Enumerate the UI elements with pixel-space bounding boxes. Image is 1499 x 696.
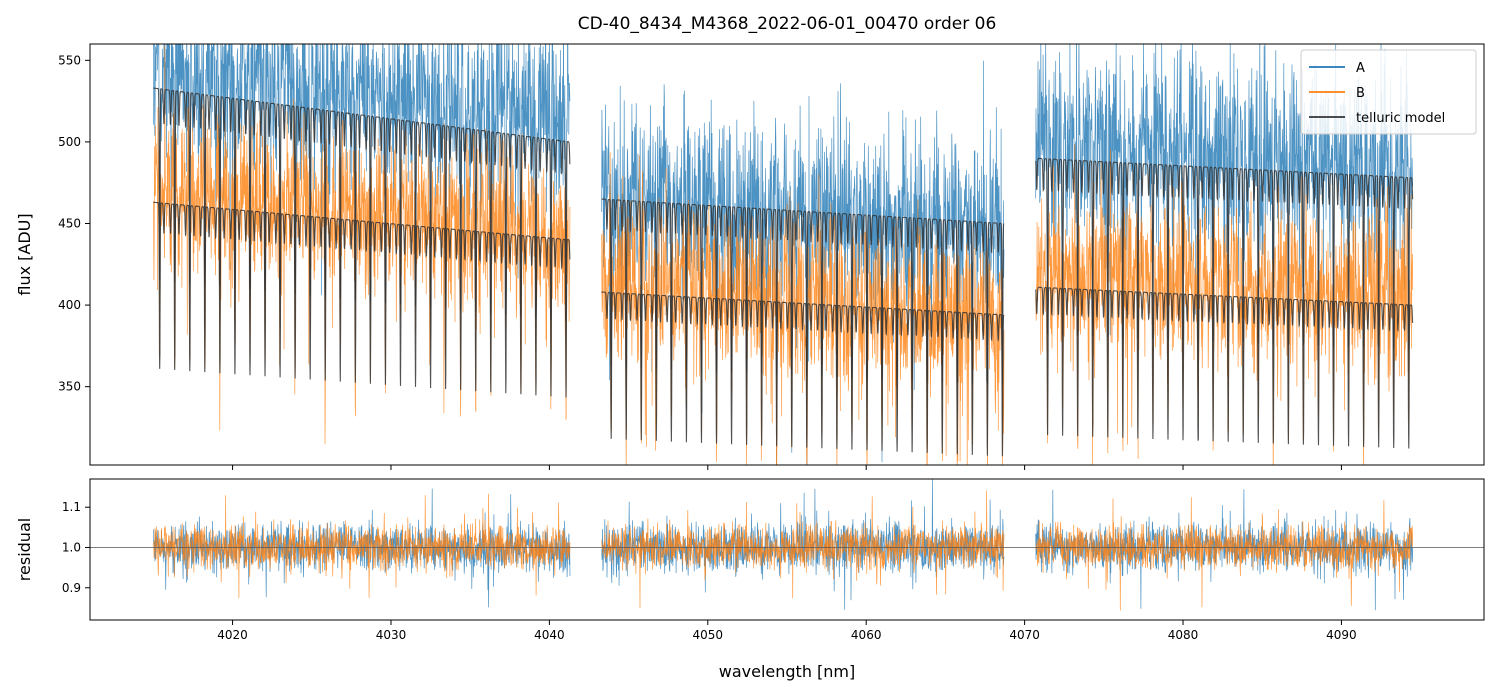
telluric-model-a-segment-2 (601, 198, 1005, 386)
legend-label-a: A (1356, 61, 1365, 76)
legend-label-telluric-model: telluric model (1356, 111, 1445, 126)
flux-ytick-label: 400 (58, 298, 81, 312)
residual-ytick-label: 1.1 (62, 500, 81, 514)
flux-ytick-label: 350 (58, 380, 81, 394)
residual-ytick-label: 0.9 (62, 581, 81, 595)
series-a-segment-3 (1035, 44, 1414, 440)
flux-ytick-label: 450 (58, 216, 81, 230)
flux-plot-area (153, 44, 1414, 465)
telluric-model-a-segment-3 (1035, 157, 1414, 350)
residual-b-segment-2 (601, 490, 1005, 608)
residual-b-segment-3 (1035, 497, 1414, 611)
xtick-label: 4060 (851, 628, 882, 642)
telluric-model-a-segment-1 (153, 87, 571, 322)
flux-ytick-label: 550 (58, 53, 81, 67)
flux-ytick-label: 500 (58, 135, 81, 149)
legend-label-b: B (1356, 86, 1365, 101)
flux-panel: 350 400 450 500 550 (58, 43, 1485, 470)
residual-panel: 0.9 1.0 1.1 4020 4030 4040 4050 4060 4070 4080 409… (62, 478, 1485, 642)
series-a-segment-1 (153, 44, 571, 338)
legend: A B telluric model (1300, 49, 1477, 135)
telluric-model-b-segment-3 (1035, 286, 1414, 449)
xtick-label: 4080 (1168, 628, 1199, 642)
telluric-model-b-segment-2 (601, 291, 1005, 457)
xtick-label: 4050 (693, 628, 724, 642)
residual-plot-area (90, 479, 1484, 611)
legend-box (1300, 49, 1477, 135)
series-b-segment-3 (1035, 143, 1414, 465)
residual-frame (89, 478, 1485, 621)
chart-title: CD-40_8434_M4368_2022-06-01_00470 order … (578, 14, 997, 34)
xtick-label: 4090 (1326, 628, 1357, 642)
flux-frame (89, 43, 1485, 466)
wavelength-axis-label: wavelength [nm] (719, 662, 856, 681)
xtick-label: 4020 (217, 628, 248, 642)
xtick-label: 4030 (376, 628, 407, 642)
xtick-label: 4040 (534, 628, 565, 642)
residual-b-segment-1 (153, 493, 571, 599)
series-a-segment-2 (601, 60, 1005, 465)
flux-axis-label: flux [ADU] (15, 213, 34, 295)
xtick-label: 4070 (1009, 628, 1040, 642)
telluric-model-b-segment-1 (153, 201, 571, 398)
residual-axis-label: residual (15, 518, 34, 581)
residual-ytick-label: 1.0 (62, 540, 81, 554)
